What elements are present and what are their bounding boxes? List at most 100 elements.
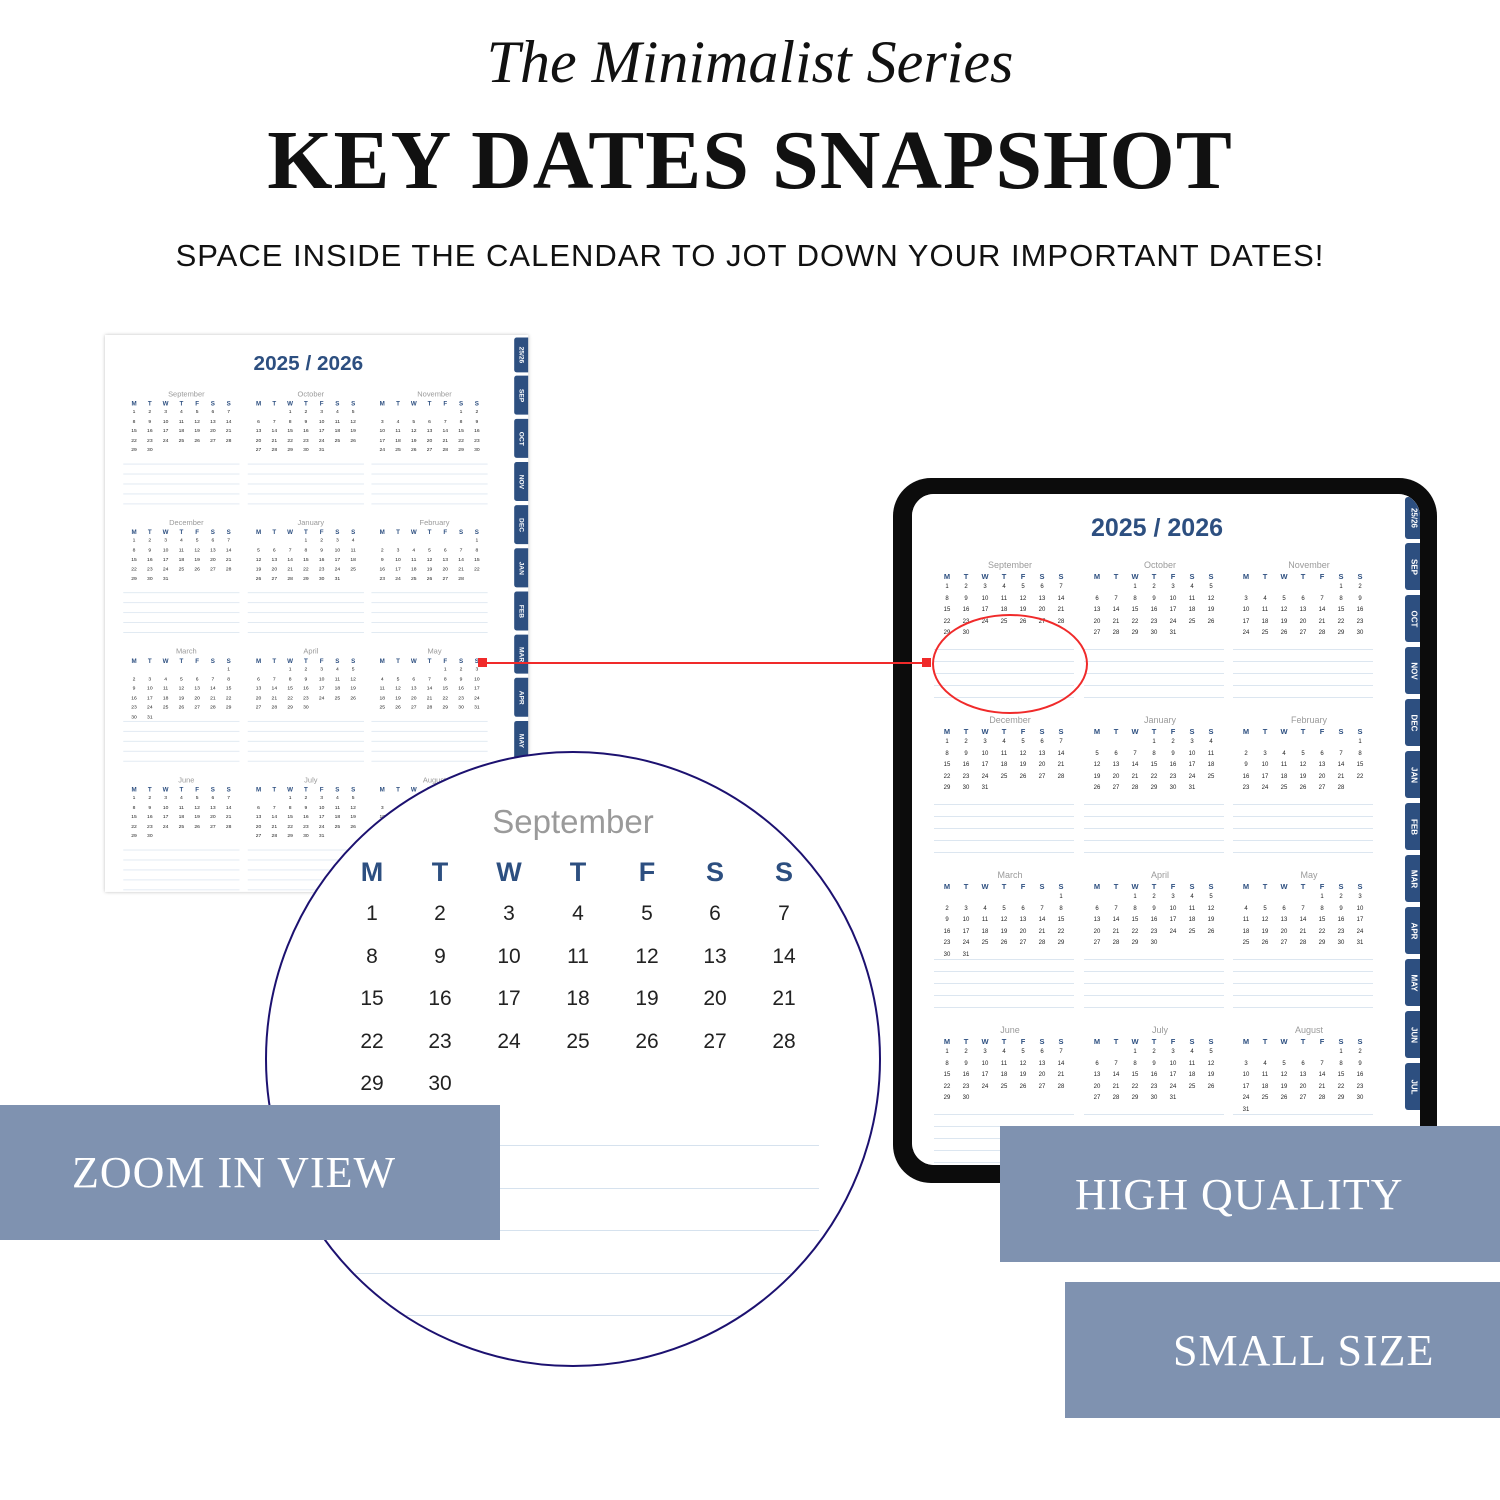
tab-dec[interactable]: DEC [514, 505, 529, 545]
date-cell: 23 [379, 576, 385, 582]
date-cell: 2 [380, 547, 384, 553]
date-cell: 14 [458, 557, 464, 563]
date-cell: 30 [962, 1095, 970, 1101]
date-cell: 19 [1093, 773, 1101, 780]
weekday-label: S [474, 657, 479, 665]
tab-apr[interactable]: APR [1405, 907, 1420, 954]
date-cell: 19 [1000, 928, 1008, 935]
note-line [123, 760, 240, 762]
zoom-weekday-label: S [774, 857, 793, 887]
weekday-label: S [1208, 1037, 1214, 1046]
date-cell: 2 [148, 795, 152, 801]
weekday-label: T [1262, 882, 1268, 891]
tab-may[interactable]: MAY [514, 720, 529, 760]
date-cell: 18 [1261, 618, 1269, 625]
tab-25-26[interactable]: 25/26 [1405, 497, 1420, 539]
weekday-label: T [396, 785, 400, 794]
date-cell: 30 [1150, 630, 1158, 636]
tab-apr[interactable]: APR [514, 677, 529, 717]
note-line [1233, 983, 1373, 984]
date-cell: 1 [1339, 1049, 1343, 1055]
date-cell: 8 [288, 805, 292, 811]
date-cell: 30 [303, 705, 309, 711]
weekday-label: S [474, 528, 479, 536]
date-cell: 8 [945, 1060, 949, 1067]
tab-dec[interactable]: DEC [1405, 699, 1420, 746]
date-cell: 14 [1337, 762, 1345, 768]
tab-may[interactable]: MAY [1405, 959, 1420, 1006]
tab-mar[interactable]: MAR [514, 634, 529, 674]
date-cell: 2 [1171, 739, 1175, 745]
weekday-label: T [963, 572, 969, 581]
tab-nov[interactable]: NOV [1405, 647, 1420, 694]
date-cell: 3 [1263, 750, 1267, 757]
weekday-label: W [981, 882, 989, 891]
tab-jan[interactable]: JAN [1405, 751, 1420, 798]
tab-feb[interactable]: FEB [1405, 803, 1420, 850]
tab-jan[interactable]: JAN [514, 548, 529, 588]
date-cell: 13 [210, 547, 216, 553]
note-line [123, 622, 240, 624]
date-cell: 27 [1093, 1095, 1101, 1101]
weekday-label: T [396, 657, 400, 665]
date-cell: 6 [428, 419, 431, 425]
date-cell: 26 [1019, 1083, 1027, 1090]
date-cell: 27 [255, 447, 262, 453]
note-line [1084, 685, 1224, 686]
date-cell: 22 [1131, 928, 1139, 935]
zoom-date-cell: 15 [360, 987, 384, 1010]
tab-jul[interactable]: JUL [1405, 1063, 1420, 1110]
tab-jun[interactable]: JUN [1405, 1011, 1420, 1058]
date-cell: 3 [983, 739, 987, 745]
tab-sep[interactable]: SEP [1405, 543, 1420, 590]
date-cell: 13 [1093, 607, 1101, 613]
note-line [123, 503, 240, 505]
date-cell: 21 [1057, 762, 1065, 768]
tab-label: DEC [1409, 714, 1418, 731]
date-cell: 5 [1002, 905, 1006, 912]
date-cell: 19 [1280, 1083, 1288, 1090]
date-cell: 13 [1280, 917, 1288, 923]
month-name: September [987, 560, 1033, 570]
tab-oct[interactable]: OCT [1405, 595, 1420, 642]
date-cell: 7 [1114, 905, 1118, 912]
weekday-label: M [131, 528, 137, 536]
date-cell: 4 [412, 547, 416, 553]
date-cell: 7 [1059, 739, 1063, 745]
date-cell: 14 [287, 557, 293, 563]
date-cell: 17 [318, 814, 325, 820]
date-cell: 18 [334, 814, 341, 820]
weekday-label: F [319, 785, 324, 794]
weekday-label: S [458, 399, 464, 408]
month-name: December [989, 715, 1031, 725]
tab-oct[interactable]: OCT [514, 418, 529, 458]
date-cell: 25 [395, 447, 401, 453]
date-cell: 12 [350, 419, 356, 425]
note-line [934, 828, 1074, 829]
date-cell: 26 [1019, 773, 1027, 780]
date-cell: 13 [271, 557, 278, 563]
date-cell: 19 [1261, 928, 1269, 935]
tab-sep[interactable]: SEP [514, 375, 529, 415]
date-cell: 29 [1131, 1095, 1139, 1101]
connector-end-marker [922, 658, 931, 667]
date-cell: 31 [1169, 630, 1177, 636]
weekday-label: T [303, 399, 308, 408]
tab-mar[interactable]: MAR [1405, 855, 1420, 902]
date-cell: 23 [1337, 928, 1345, 935]
date-cell: 14 [1112, 1072, 1120, 1078]
date-cell: 11 [1280, 762, 1288, 768]
tab-25-26[interactable]: 25/26 [514, 337, 529, 373]
date-cell: 11 [1188, 905, 1196, 912]
date-cell: 18 [410, 566, 417, 572]
highlight-oval [932, 614, 1088, 714]
date-cell: 16 [1150, 607, 1158, 613]
date-cell: 25 [350, 566, 356, 572]
weekday-label: T [1001, 572, 1007, 581]
tab-feb[interactable]: FEB [514, 591, 529, 631]
date-cell: 16 [379, 566, 385, 572]
date-cell: 3 [320, 795, 324, 801]
tab-nov[interactable]: NOV [514, 461, 529, 501]
date-cell: 12 [1000, 917, 1008, 923]
note-line [247, 592, 364, 594]
